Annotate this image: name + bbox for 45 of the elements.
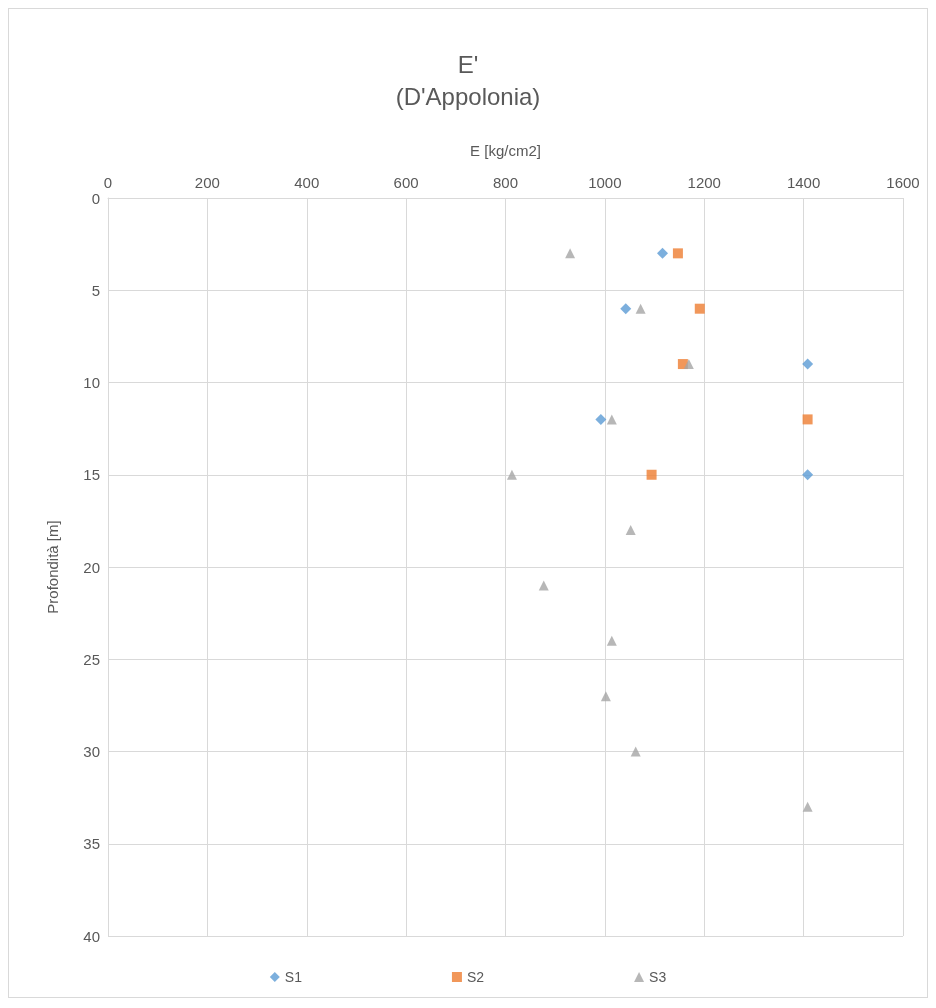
y-tick-label: 10 [83,374,100,391]
chart-subtitle: (D'Appolonia) [395,82,541,110]
x-tick-label: 200 [194,174,220,191]
point [802,414,813,425]
x-tick-label: 600 [393,174,419,191]
chart-title: E' [457,50,479,78]
y-tick-label: 5 [91,281,100,299]
point [802,469,814,481]
point [646,469,657,480]
x-tick-label: 1200 [687,174,721,191]
point [635,303,646,314]
point [606,635,617,646]
y-tick-label: 35 [83,835,100,853]
point [606,414,617,425]
legend-label: S3 [649,969,667,985]
x-tick-label: 0 [103,174,113,191]
x-tick-label: 800 [492,174,519,191]
point [595,413,607,425]
point [538,580,549,591]
legend-label: S1 [284,969,303,985]
point [694,303,705,314]
point [802,358,814,370]
point [600,691,611,702]
x-axis-title: E [kg/cm2] [470,142,541,159]
point [683,359,694,370]
x-tick-label: 1000 [588,174,622,191]
x-tick-label: 1600 [886,174,920,191]
point [620,303,632,315]
y-tick-label: 40 [83,927,100,945]
y-tick-label: 30 [83,743,100,760]
point [625,525,636,536]
y-tick-label: 25 [83,650,100,668]
point [506,469,517,480]
point [672,248,683,259]
y-tick-label: 0 [91,189,100,207]
point [802,801,813,812]
point [657,247,669,259]
legend-label: S2 [466,969,485,985]
y-axis-title: Profondità [m] [44,520,61,614]
point [630,746,641,757]
point [565,248,576,259]
x-tick-label: 1400 [786,174,821,191]
x-tick-label: 400 [294,174,320,191]
y-tick-label: 20 [83,558,100,576]
y-tick-label: 15 [83,466,100,484]
